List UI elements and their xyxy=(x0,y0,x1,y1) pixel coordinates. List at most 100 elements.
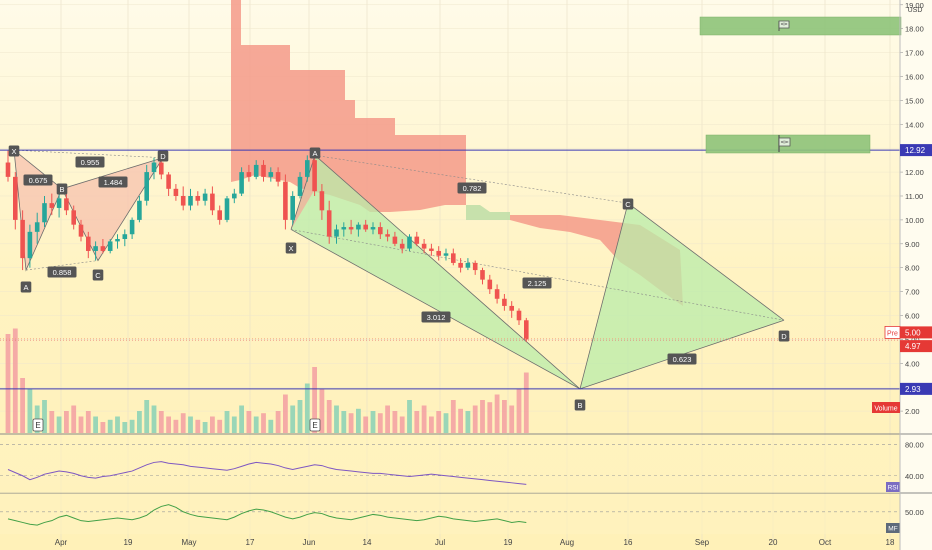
svg-text:2.125: 2.125 xyxy=(528,279,547,288)
candle xyxy=(283,174,288,230)
volume-bar xyxy=(253,416,259,433)
rsi-label: RSI xyxy=(886,482,900,492)
time-axis[interactable]: Apr 19 May 17 Jun 14 Jul 19 Aug 16 Sep 20 Oct 18 xyxy=(55,538,895,547)
volume-bar xyxy=(158,411,164,433)
volume-bar xyxy=(268,419,274,433)
volume-bar xyxy=(49,411,55,433)
pattern-ratio-label: 0.623 xyxy=(667,353,697,365)
time-axis-label: Sep xyxy=(695,538,710,547)
candle xyxy=(129,217,135,240)
volume-bar xyxy=(122,422,128,433)
flag-zone-lower xyxy=(705,134,871,154)
volume-bar xyxy=(64,411,69,433)
candle xyxy=(407,234,412,251)
candle xyxy=(509,301,514,318)
harmonic-pattern-labels: X A B C D X A B C D 0.675 0.955 1.484 0.858 0.782 3.012… xyxy=(8,145,790,411)
volume-bar xyxy=(480,400,485,433)
candle xyxy=(71,205,76,230)
candle xyxy=(100,239,106,254)
volume-bar xyxy=(239,405,244,433)
volume-bar xyxy=(392,411,398,433)
candle xyxy=(378,222,383,240)
price-tick-label: 7.00 xyxy=(905,288,920,297)
svg-text:D: D xyxy=(781,332,787,341)
volume-bar xyxy=(414,411,420,433)
candle xyxy=(399,239,405,254)
volume-bar xyxy=(377,413,383,433)
price-label-last: 4.97 xyxy=(900,340,932,353)
price-label-upper: 12.92 xyxy=(900,144,932,157)
svg-text:0.858: 0.858 xyxy=(53,268,72,277)
candle xyxy=(107,239,113,254)
time-axis-label: 18 xyxy=(886,538,895,547)
time-axis-label: May xyxy=(181,538,196,547)
pattern-point-d: D xyxy=(778,330,790,342)
candle xyxy=(232,188,237,204)
volume-bar xyxy=(5,334,11,433)
volume-bar xyxy=(421,405,427,433)
pattern-ratio-label: 1.484 xyxy=(98,176,128,188)
candle xyxy=(34,212,40,244)
volume-bar xyxy=(231,416,237,433)
volume-bar xyxy=(450,400,456,433)
rsi-pane[interactable]: 80.00 40.00 RSI xyxy=(0,435,924,493)
volume-bar xyxy=(56,416,62,433)
price-tick-label: 16.00 xyxy=(905,72,924,81)
pattern-ratio-label: 3.012 xyxy=(421,311,451,323)
pattern-triangle-bcd xyxy=(62,157,163,261)
candle xyxy=(494,284,500,304)
pattern-point-c: C xyxy=(622,198,634,210)
volume-bar xyxy=(443,413,449,433)
svg-text:MF: MF xyxy=(888,526,897,533)
volume-bar xyxy=(385,405,390,433)
svg-text:C: C xyxy=(95,271,101,280)
svg-text:D: D xyxy=(160,152,166,161)
volume-label: Volume xyxy=(872,402,900,413)
earnings-marker[interactable]: E xyxy=(309,418,321,432)
time-axis-label: 14 xyxy=(363,538,372,547)
svg-text:12.92: 12.92 xyxy=(905,146,926,155)
candle xyxy=(195,191,201,206)
svg-text:Volume: Volume xyxy=(874,406,897,413)
volume-bar xyxy=(465,411,471,433)
time-axis-label: Aug xyxy=(560,538,574,547)
time-axis-label: Apr xyxy=(55,538,68,547)
svg-text:A: A xyxy=(23,283,28,292)
pattern-xd-line xyxy=(290,229,785,321)
pattern-point-x: X xyxy=(285,242,297,254)
volume-bar xyxy=(85,411,91,433)
svg-text:E: E xyxy=(312,421,317,430)
flag-icon xyxy=(778,135,791,152)
pattern-point-a: A xyxy=(20,281,32,293)
time-axis-label: 16 xyxy=(624,538,633,547)
candle xyxy=(5,150,11,182)
price-tick-label: 15.00 xyxy=(905,96,924,105)
candle xyxy=(334,224,339,244)
pattern-ratio-label: 0.675 xyxy=(23,174,53,186)
volume-bar xyxy=(334,405,339,433)
candle xyxy=(487,274,493,294)
candle xyxy=(64,193,69,216)
svg-text:4.97: 4.97 xyxy=(905,342,921,351)
candle xyxy=(180,186,186,211)
volume-bar xyxy=(42,400,47,433)
earnings-marker[interactable]: E xyxy=(32,418,44,432)
volume-bar xyxy=(516,389,522,433)
volume-bar xyxy=(107,419,113,433)
pane-background xyxy=(0,435,900,493)
pattern-triangle-xab xyxy=(291,155,580,389)
volume-bar xyxy=(166,416,171,433)
pane-tick-label: 80.00 xyxy=(905,440,924,449)
pattern-ratio-label: 2.125 xyxy=(522,277,552,289)
ichimoku-cloud-bullish xyxy=(466,205,510,220)
candle xyxy=(268,167,274,182)
svg-text:A: A xyxy=(312,149,317,158)
volume-bar xyxy=(71,405,77,433)
pattern-bd-line xyxy=(61,157,164,190)
svg-text:X: X xyxy=(11,147,16,156)
mf-pane[interactable]: 50.00 MF xyxy=(0,494,924,534)
volume-bar xyxy=(93,416,98,433)
candle xyxy=(429,243,434,256)
price-tick-label: 8.00 xyxy=(905,264,920,273)
